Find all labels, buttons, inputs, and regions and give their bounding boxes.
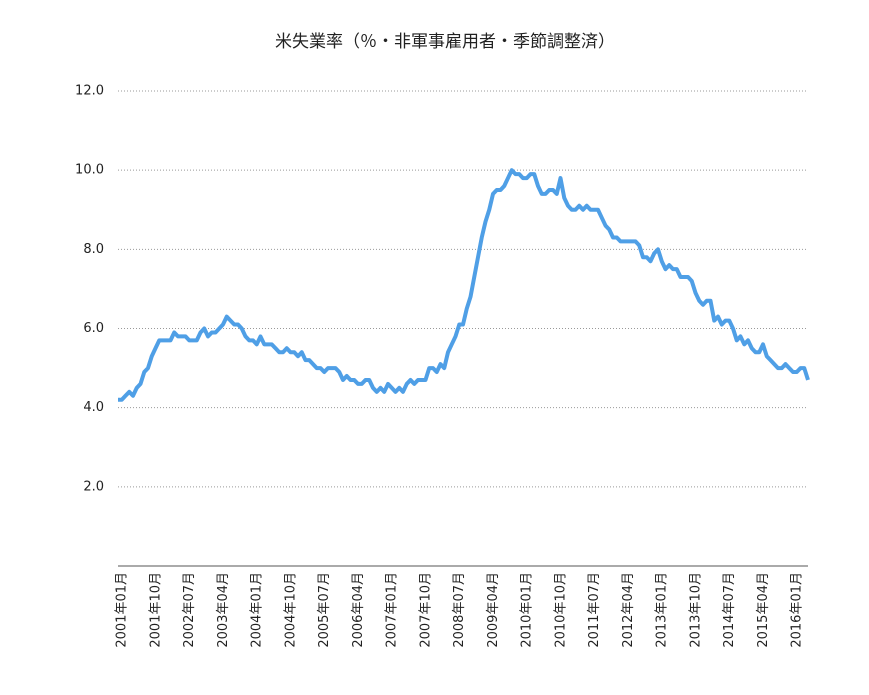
x-tick-label: 2009年04月 — [486, 572, 501, 648]
x-tick-label: 2001年10月 — [148, 572, 163, 648]
x-tick-label: 2015年04月 — [756, 572, 771, 648]
x-tick-label: 2004年01月 — [250, 572, 265, 648]
y-tick-label: 8.0 — [83, 242, 104, 257]
x-tick-label: 2005年07月 — [317, 572, 332, 648]
x-tick-label: 2002年07月 — [182, 572, 197, 648]
x-tick-label: 2003年04月 — [216, 572, 231, 648]
x-tick-label: 2016年01月 — [790, 572, 805, 648]
y-tick-label: 10.0 — [75, 163, 104, 178]
x-tick-label: 2014年07月 — [722, 572, 737, 648]
x-tick-label: 2007年01月 — [385, 572, 400, 648]
y-tick-label: 4.0 — [83, 400, 104, 415]
x-tick-label: 2004年10月 — [283, 572, 298, 648]
x-tick-label: 2007年10月 — [418, 572, 433, 648]
x-tick-label: 2010年10月 — [553, 572, 568, 648]
x-tick-label: 2006年04月 — [351, 572, 366, 648]
chart-title: 米失業率（％・非軍事雇用者・季節調整済） — [275, 32, 615, 52]
y-tick-label: 6.0 — [83, 321, 104, 336]
x-tick-label: 2013年01月 — [655, 572, 670, 648]
x-tick-label: 2010年01月 — [520, 572, 535, 648]
x-tick-label: 2013年10月 — [688, 572, 703, 648]
line — [118, 168, 810, 402]
x-tick-label: 2001年01月 — [115, 572, 130, 648]
x-tick-label: 2011年07月 — [587, 572, 602, 648]
x-tick-label: 2012年04月 — [621, 572, 636, 648]
x-tick-label: 2008年07月 — [452, 572, 467, 648]
y-tick-label: 12.0 — [75, 84, 104, 99]
y-tick-label: 2.0 — [83, 479, 104, 494]
